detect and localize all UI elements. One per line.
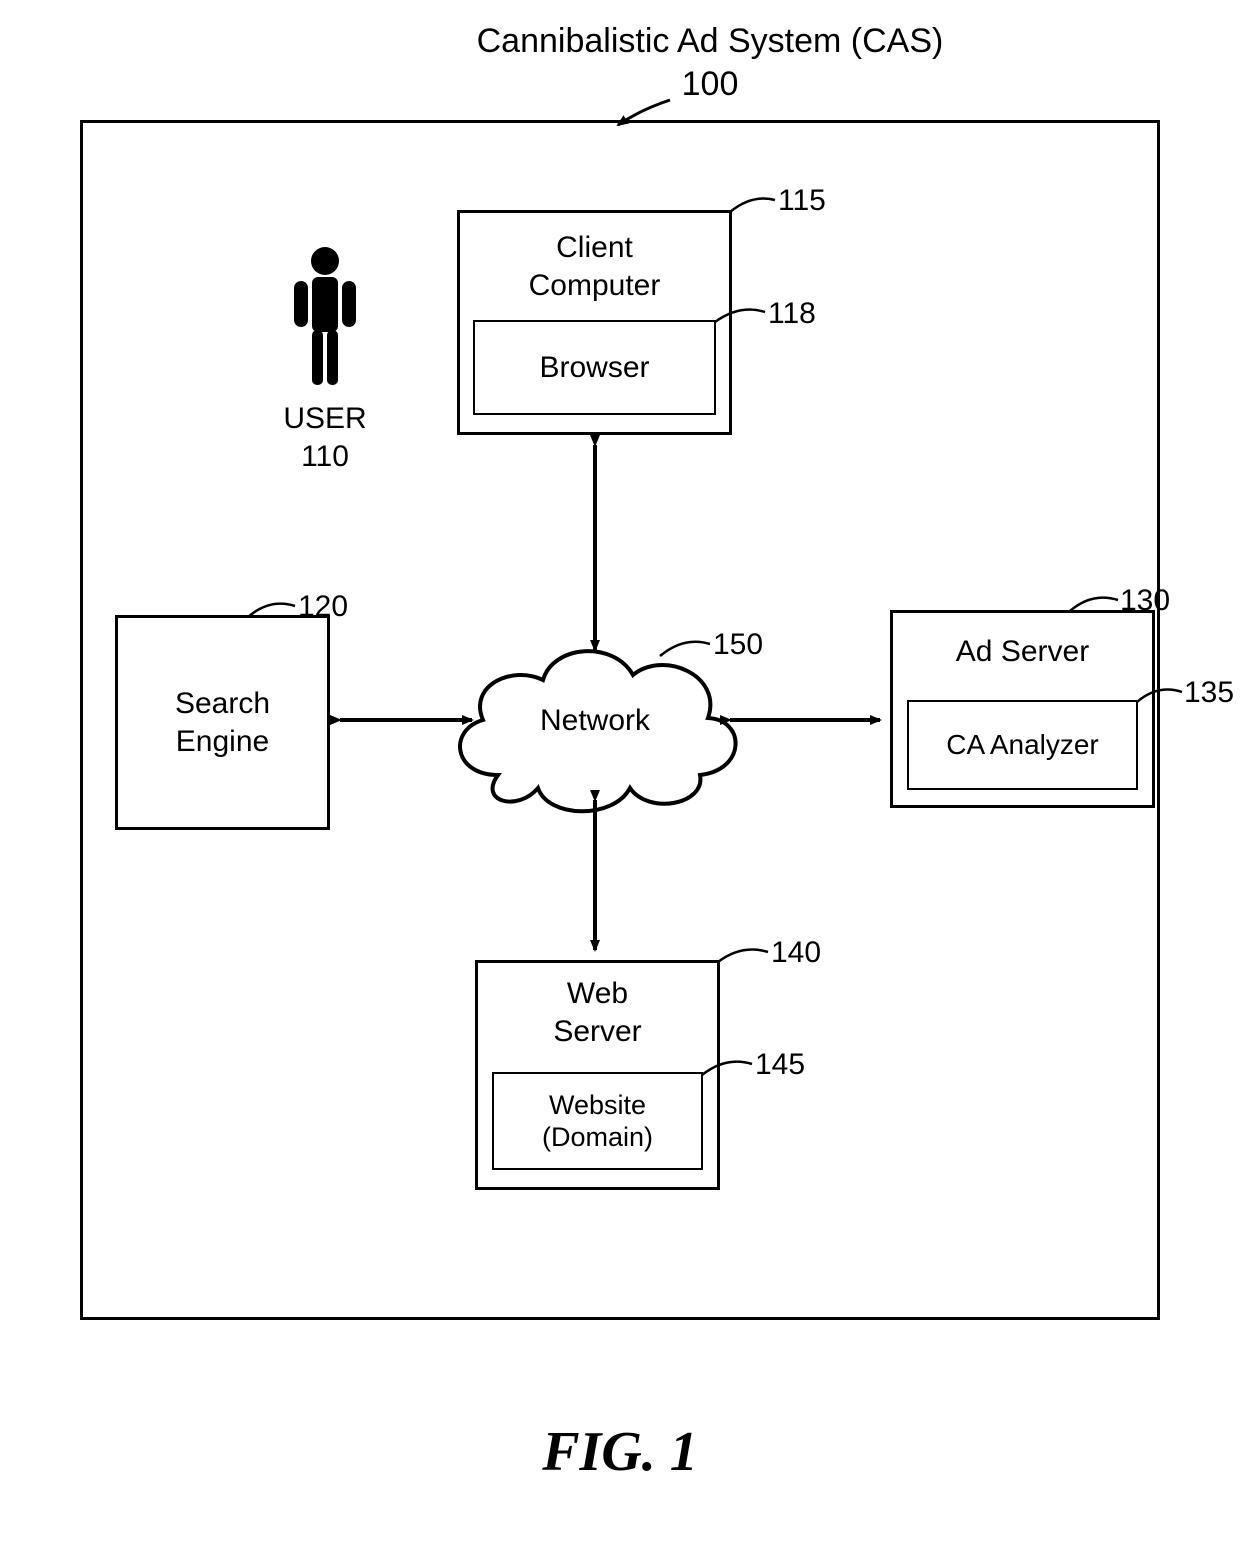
- connector-arrows: [0, 0, 1240, 1548]
- figure-caption: FIG. 1: [0, 1420, 1240, 1484]
